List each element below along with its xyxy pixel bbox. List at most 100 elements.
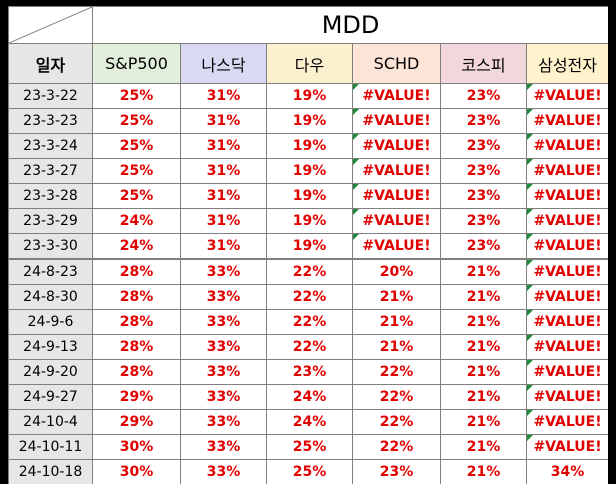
cell-sp500[interactable]: 28%	[92, 334, 181, 360]
cell-sp500[interactable]: 29%	[92, 384, 181, 410]
cell-date[interactable]: 24-8-23	[8, 258, 93, 285]
table-title[interactable]: MDD	[91, 6, 608, 44]
cell-schd[interactable]: #VALUE!	[352, 183, 441, 209]
cell-samsung[interactable]: #VALUE!	[525, 133, 608, 159]
cell-sp500[interactable]: 25%	[92, 133, 181, 159]
cell-schd[interactable]: #VALUE!	[352, 108, 441, 134]
cell-nasdaq[interactable]: 33%	[180, 384, 267, 410]
header-date[interactable]: 일자	[8, 43, 93, 84]
cell-dow[interactable]: 19%	[266, 183, 353, 209]
cell-sp500[interactable]: 25%	[92, 183, 181, 209]
cell-date[interactable]: 24-10-11	[8, 434, 93, 460]
cell-schd[interactable]: #VALUE!	[352, 83, 441, 109]
cell-dow[interactable]: 25%	[266, 459, 353, 484]
header-nasdaq[interactable]: 나스닥	[180, 43, 267, 84]
cell-samsung[interactable]: #VALUE!	[525, 409, 608, 435]
cell-dow[interactable]: 22%	[266, 334, 353, 360]
cell-samsung[interactable]: #VALUE!	[525, 258, 608, 285]
cell-nasdaq[interactable]: 31%	[180, 133, 267, 159]
cell-sp500[interactable]: 30%	[92, 459, 181, 484]
cell-nasdaq[interactable]: 31%	[180, 183, 267, 209]
cell-nasdaq[interactable]: 33%	[180, 258, 267, 285]
cell-kospi[interactable]: 23%	[440, 208, 527, 234]
cell-date[interactable]: 23-3-23	[8, 108, 93, 134]
cell-nasdaq[interactable]: 33%	[180, 334, 267, 360]
cell-samsung[interactable]: #VALUE!	[525, 83, 608, 109]
cell-date[interactable]: 23-3-30	[8, 233, 93, 260]
cell-dow[interactable]: 19%	[266, 158, 353, 184]
cell-schd[interactable]: 21%	[352, 334, 441, 360]
cell-sp500[interactable]: 28%	[92, 258, 181, 285]
cell-sp500[interactable]: 25%	[92, 158, 181, 184]
cell-dow[interactable]: 19%	[266, 83, 353, 109]
cell-kospi[interactable]: 21%	[440, 258, 527, 285]
cell-schd[interactable]: 23%	[352, 459, 441, 484]
cell-sp500[interactable]: 28%	[92, 359, 181, 385]
cell-kospi[interactable]: 23%	[440, 233, 527, 260]
header-samsung[interactable]: 삼성전자	[525, 43, 608, 84]
cell-samsung[interactable]: 34%	[525, 459, 608, 484]
cell-dow[interactable]: 23%	[266, 359, 353, 385]
cell-date[interactable]: 24-10-4	[8, 409, 93, 435]
cell-nasdaq[interactable]: 31%	[180, 233, 267, 260]
header-kospi[interactable]: 코스피	[440, 43, 527, 84]
cell-kospi[interactable]: 23%	[440, 133, 527, 159]
cell-dow[interactable]: 22%	[266, 309, 353, 335]
cell-date[interactable]: 24-10-18	[8, 459, 93, 484]
cell-date[interactable]: 23-3-29	[8, 208, 93, 234]
cell-samsung[interactable]: #VALUE!	[525, 183, 608, 209]
cell-kospi[interactable]: 21%	[440, 434, 527, 460]
cell-kospi[interactable]: 21%	[440, 284, 527, 310]
cell-schd[interactable]: 22%	[352, 384, 441, 410]
cell-samsung[interactable]: #VALUE!	[525, 359, 608, 385]
cell-sp500[interactable]: 24%	[92, 208, 181, 234]
cell-sp500[interactable]: 25%	[92, 83, 181, 109]
cell-date[interactable]: 24-9-13	[8, 334, 93, 360]
cell-nasdaq[interactable]: 33%	[180, 409, 267, 435]
cell-sp500[interactable]: 28%	[92, 284, 181, 310]
cell-samsung[interactable]: #VALUE!	[525, 233, 608, 260]
cell-samsung[interactable]: #VALUE!	[525, 108, 608, 134]
cell-nasdaq[interactable]: 33%	[180, 459, 267, 484]
cell-date[interactable]: 24-8-30	[8, 284, 93, 310]
cell-kospi[interactable]: 23%	[440, 108, 527, 134]
cell-schd[interactable]: 22%	[352, 409, 441, 435]
cell-kospi[interactable]: 21%	[440, 359, 527, 385]
cell-nasdaq[interactable]: 31%	[180, 108, 267, 134]
cell-samsung[interactable]: #VALUE!	[525, 284, 608, 310]
cell-schd[interactable]: #VALUE!	[352, 133, 441, 159]
cell-dow[interactable]: 25%	[266, 434, 353, 460]
cell-date[interactable]: 24-9-6	[8, 309, 93, 335]
cell-schd[interactable]: #VALUE!	[352, 233, 441, 260]
cell-nasdaq[interactable]: 33%	[180, 434, 267, 460]
cell-schd[interactable]: 20%	[352, 258, 441, 285]
cell-sp500[interactable]: 24%	[92, 233, 181, 260]
cell-date[interactable]: 23-3-27	[8, 158, 93, 184]
cell-samsung[interactable]: #VALUE!	[525, 158, 608, 184]
cell-nasdaq[interactable]: 31%	[180, 83, 267, 109]
cell-schd[interactable]: #VALUE!	[352, 208, 441, 234]
cell-sp500[interactable]: 25%	[92, 108, 181, 134]
cell-samsung[interactable]: #VALUE!	[525, 384, 608, 410]
cell-nasdaq[interactable]: 33%	[180, 284, 267, 310]
cell-nasdaq[interactable]: 33%	[180, 309, 267, 335]
cell-schd[interactable]: 21%	[352, 284, 441, 310]
header-sp500[interactable]: S&P500	[92, 43, 181, 84]
cell-kospi[interactable]: 21%	[440, 309, 527, 335]
cell-dow[interactable]: 22%	[266, 284, 353, 310]
cell-dow[interactable]: 19%	[266, 208, 353, 234]
cell-samsung[interactable]: #VALUE!	[525, 334, 608, 360]
cell-schd[interactable]: 22%	[352, 359, 441, 385]
cell-kospi[interactable]: 23%	[440, 183, 527, 209]
cell-schd[interactable]: 22%	[352, 434, 441, 460]
cell-dow[interactable]: 19%	[266, 133, 353, 159]
cell-kospi[interactable]: 21%	[440, 409, 527, 435]
cell-samsung[interactable]: #VALUE!	[525, 208, 608, 234]
cell-kospi[interactable]: 21%	[440, 459, 527, 484]
cell-samsung[interactable]: #VALUE!	[525, 309, 608, 335]
cell-kospi[interactable]: 23%	[440, 158, 527, 184]
header-schd[interactable]: SCHD	[352, 43, 441, 84]
cell-sp500[interactable]: 29%	[92, 409, 181, 435]
corner-cell[interactable]	[8, 6, 93, 44]
cell-kospi[interactable]: 21%	[440, 334, 527, 360]
